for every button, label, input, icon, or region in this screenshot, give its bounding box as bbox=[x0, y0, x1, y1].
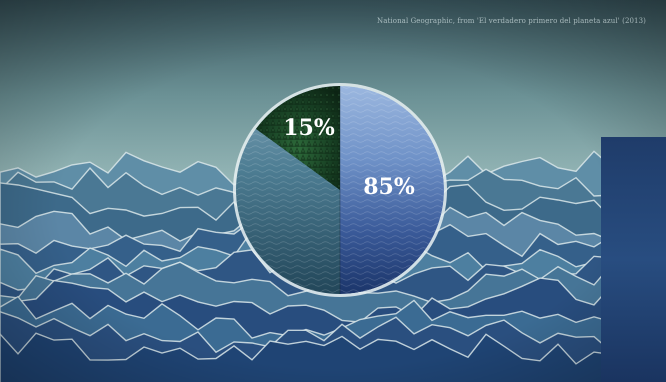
source-credit: National Geographic, from 'El verdadero … bbox=[377, 17, 646, 25]
pie-label-ocean: 85% bbox=[363, 174, 415, 200]
pie-label-forest: 15% bbox=[283, 115, 335, 141]
side-panel bbox=[601, 137, 666, 382]
pie-chart: 15% 85% bbox=[233, 83, 447, 297]
pie-slice-forest-texture bbox=[255, 86, 340, 190]
pie-slice-ocean-texture bbox=[340, 86, 444, 294]
